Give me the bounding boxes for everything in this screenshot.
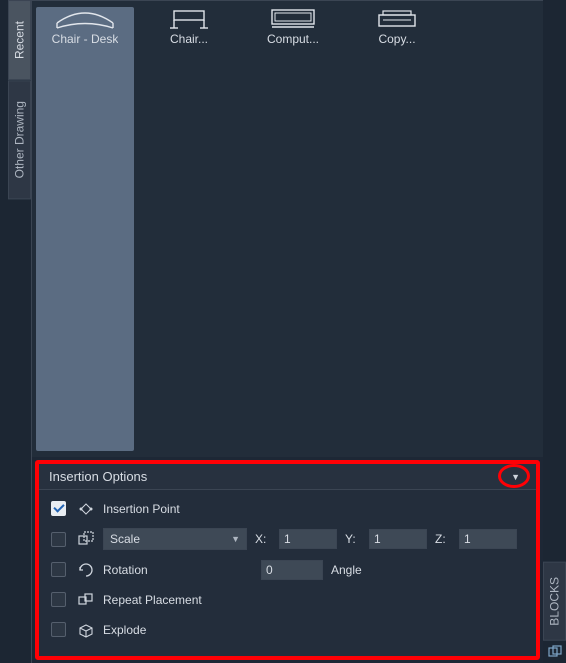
left-side-tabs: Recent Other Drawing [8, 0, 31, 663]
explode-icon [77, 621, 95, 639]
rotation-icon [77, 561, 95, 579]
scale-y-input[interactable] [369, 529, 427, 549]
scale-y-label: Y: [345, 532, 361, 546]
tab-blocks[interactable]: BLOCKS [543, 562, 566, 641]
row-insertion-point: Insertion Point [47, 498, 528, 519]
insertion-point-icon [77, 500, 95, 518]
gallery-item-label: Chair... [170, 32, 208, 46]
copier-icon [354, 9, 440, 29]
block-gallery: Chair - Desk Chair... Comput... Copy... [32, 1, 543, 457]
row-explode: Explode [47, 619, 528, 640]
chair-desk-icon [42, 9, 128, 29]
insertion-point-label: Insertion Point [103, 502, 180, 516]
repeat-placement-label: Repeat Placement [103, 593, 202, 607]
rotation-label: Rotation [103, 563, 253, 577]
tab-other-drawing[interactable]: Other Drawing [8, 80, 31, 199]
rotation-unit-label: Angle [331, 563, 362, 577]
chair-icon [146, 9, 232, 29]
right-side-strip: BLOCKS [543, 0, 566, 663]
rotation-input[interactable] [261, 560, 323, 580]
gallery-item-label: Chair - Desk [52, 32, 119, 46]
blocks-panel-icon[interactable] [543, 641, 566, 663]
rotation-checkbox[interactable] [51, 562, 66, 577]
repeat-placement-checkbox[interactable] [51, 592, 66, 607]
tab-recent[interactable]: Recent [8, 0, 31, 80]
repeat-icon [77, 591, 95, 609]
scale-icon [77, 530, 95, 548]
chevron-down-icon: ▼ [511, 472, 520, 482]
insertion-options-body: Insertion Point Scale ▼ X: Y: [39, 490, 536, 656]
scale-checkbox[interactable] [51, 532, 66, 547]
explode-label: Explode [103, 623, 146, 637]
gallery-item-label: Comput... [267, 32, 319, 46]
scale-z-input[interactable] [459, 529, 517, 549]
gallery-item-label: Copy... [378, 32, 415, 46]
insertion-options-wrap: Insertion Options ▼ Insertion Point [35, 460, 540, 660]
gallery-item-chair-desk[interactable]: Chair - Desk [36, 7, 134, 451]
row-rotation: Rotation Angle [47, 559, 528, 580]
left-gutter [0, 0, 8, 663]
scale-x-label: X: [255, 532, 271, 546]
monitor-icon [250, 9, 336, 29]
insertion-options-header[interactable]: Insertion Options ▼ [39, 464, 536, 490]
insertion-point-checkbox[interactable] [51, 501, 66, 516]
insertion-options-panel: Insertion Options ▼ Insertion Point [35, 460, 540, 660]
scale-dropdown-label: Scale [110, 532, 140, 546]
explode-checkbox[interactable] [51, 622, 66, 637]
scale-x-input[interactable] [279, 529, 337, 549]
chevron-down-icon: ▼ [231, 534, 240, 544]
center-panel: Chair - Desk Chair... Comput... Copy... [31, 0, 543, 663]
row-repeat-placement: Repeat Placement [47, 589, 528, 610]
gallery-item-chair[interactable]: Chair... [140, 7, 238, 451]
side-spacer [8, 199, 31, 663]
gallery-item-copy[interactable]: Copy... [348, 7, 446, 451]
gallery-item-computer[interactable]: Comput... [244, 7, 342, 451]
insertion-options-title: Insertion Options [49, 469, 147, 484]
app-root: Recent Other Drawing Chair - Desk Chair.… [0, 0, 566, 663]
row-scale: Scale ▼ X: Y: Z: [47, 528, 528, 550]
scale-dropdown[interactable]: Scale ▼ [103, 528, 247, 550]
scale-z-label: Z: [435, 532, 451, 546]
